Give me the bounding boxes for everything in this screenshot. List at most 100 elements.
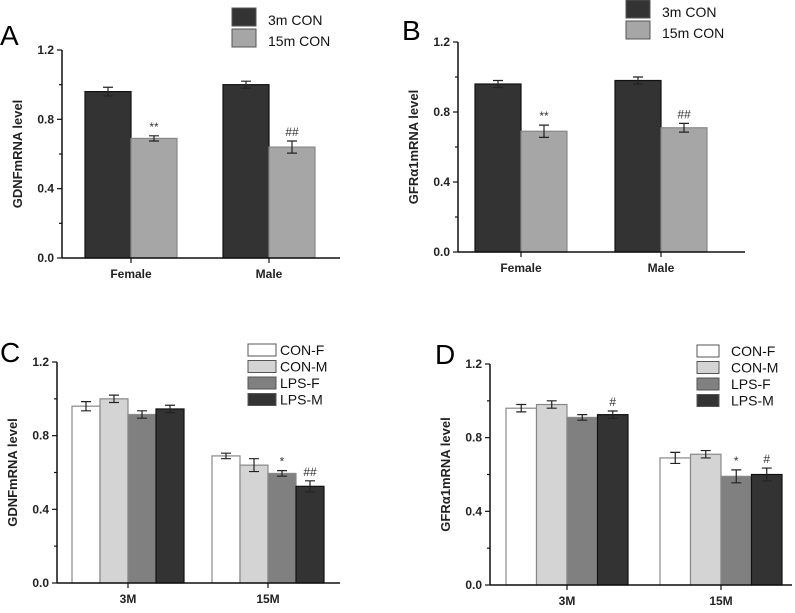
y-tick-label: 0.8 bbox=[465, 431, 482, 445]
significance-mark: # bbox=[609, 395, 616, 409]
x-tick-label: 15M bbox=[709, 594, 732, 608]
error-bar bbox=[149, 135, 159, 142]
legend-swatch bbox=[247, 360, 277, 373]
legend-label: CON-M bbox=[280, 359, 327, 375]
legend-label: LPS-M bbox=[280, 392, 323, 408]
error-bar bbox=[137, 410, 147, 419]
x-tick-label: Male bbox=[648, 261, 675, 275]
y-tick-label: 0.8 bbox=[32, 429, 49, 443]
legend-swatch bbox=[247, 376, 277, 390]
error-bar bbox=[731, 469, 742, 484]
significance-mark: ## bbox=[285, 125, 299, 139]
error-bar bbox=[305, 480, 315, 493]
bar-CON-F-3M bbox=[71, 405, 101, 584]
legend-label: 3m CON bbox=[662, 4, 716, 20]
y-axis-label: GDNFmRNA level bbox=[10, 100, 25, 209]
error-bar bbox=[700, 449, 711, 459]
panel-label: D bbox=[435, 339, 455, 370]
error-bar bbox=[679, 122, 689, 133]
bar-15m CON-Male bbox=[660, 127, 708, 253]
legend-swatch bbox=[247, 343, 277, 357]
y-tick-label: 0.8 bbox=[37, 112, 54, 126]
legend-swatch bbox=[625, 0, 651, 19]
legend-swatch bbox=[231, 7, 257, 27]
bar-CON-M-15M bbox=[239, 464, 269, 584]
x-tick-label: 3M bbox=[559, 594, 576, 608]
y-tick-label: 0.0 bbox=[37, 251, 54, 265]
y-tick-label: 0.4 bbox=[32, 502, 49, 516]
bar-15m CON-Female bbox=[130, 137, 178, 259]
legend-label: LPS-M bbox=[731, 393, 774, 409]
bar-CON-M-3M bbox=[99, 398, 129, 584]
legend-label: LPS-F bbox=[731, 376, 771, 392]
legend-label: LPS-F bbox=[280, 375, 320, 391]
y-tick-label: 1.2 bbox=[32, 355, 49, 369]
error-bar bbox=[249, 458, 259, 473]
legend-label: 15m CON bbox=[662, 25, 724, 41]
x-tick-label: Female bbox=[500, 261, 542, 275]
error-bar bbox=[670, 451, 681, 465]
significance-mark: ** bbox=[539, 109, 549, 123]
y-tick-label: 1.2 bbox=[465, 357, 482, 371]
bar-CON-M-3M bbox=[535, 403, 568, 586]
significance-mark: ** bbox=[149, 120, 159, 134]
error-bar bbox=[761, 467, 772, 482]
error-bar bbox=[539, 124, 549, 138]
panel-D: D * # #0.0 0.4 0.8 1.2 3M 15M GFRα1mRNA level CON-… bbox=[435, 339, 792, 608]
bar-3m CON-Female bbox=[84, 90, 132, 259]
legend-label: CON-M bbox=[731, 360, 778, 376]
y-tick-label: 0.0 bbox=[433, 245, 450, 259]
error-bar bbox=[165, 404, 175, 414]
bar-3m CON-Female bbox=[474, 83, 522, 253]
bar-CON-F-15M bbox=[211, 455, 241, 584]
significance-mark: # bbox=[763, 452, 770, 466]
y-tick-label: 1.2 bbox=[433, 35, 450, 49]
legend-swatch bbox=[696, 377, 720, 391]
bar-3m CON-Male bbox=[222, 84, 270, 259]
bar-LPS-M-15M bbox=[295, 485, 325, 584]
error-bar bbox=[516, 403, 527, 413]
significance-mark: ## bbox=[303, 465, 317, 479]
bar-3m CON-Male bbox=[614, 79, 662, 253]
legend-label: 15m CON bbox=[268, 33, 330, 49]
error-bar bbox=[277, 470, 287, 477]
bar-CON-F-15M bbox=[659, 457, 692, 586]
x-tick-label: Female bbox=[110, 267, 152, 281]
legend-label: 3m CON bbox=[268, 12, 322, 28]
significance-mark: * bbox=[734, 454, 739, 468]
bar-CON-F-3M bbox=[505, 407, 538, 586]
x-tick-label: 15M bbox=[256, 592, 279, 606]
bar-CON-M-15M bbox=[689, 453, 722, 586]
bar-LPS-F-3M bbox=[127, 413, 157, 584]
x-tick-label: 3M bbox=[120, 592, 137, 606]
significance-mark: * bbox=[280, 455, 285, 469]
panel-label: B bbox=[402, 15, 421, 46]
bar-LPS-M-3M bbox=[596, 414, 629, 586]
legend-swatch bbox=[696, 394, 720, 407]
bar-LPS-F-3M bbox=[566, 416, 599, 586]
error-bar bbox=[577, 414, 588, 421]
y-tick-label: 0.0 bbox=[32, 576, 49, 590]
error-bar bbox=[546, 400, 557, 409]
y-axis-label: GFRα1mRNA level bbox=[438, 417, 453, 531]
bar-LPS-F-15M bbox=[720, 475, 753, 586]
panel-label: C bbox=[0, 337, 20, 368]
bar-LPS-M-3M bbox=[155, 408, 185, 584]
error-bar bbox=[287, 140, 297, 154]
y-tick-label: 0.4 bbox=[465, 504, 482, 518]
error-bar bbox=[607, 410, 618, 419]
bar-15m CON-Female bbox=[520, 130, 568, 253]
x-tick-label: Male bbox=[256, 267, 283, 281]
legend-swatch bbox=[247, 393, 277, 406]
error-bar bbox=[81, 400, 91, 412]
panel-label: A bbox=[0, 20, 19, 51]
legend-label: CON-F bbox=[731, 343, 775, 359]
error-bar bbox=[493, 79, 503, 89]
legend-label: CON-F bbox=[280, 342, 324, 358]
y-tick-label: 1.2 bbox=[37, 43, 54, 57]
bar-LPS-M-15M bbox=[750, 473, 783, 586]
legend-swatch bbox=[625, 20, 651, 40]
y-tick-label: 0.8 bbox=[433, 105, 450, 119]
error-bar bbox=[221, 452, 231, 460]
